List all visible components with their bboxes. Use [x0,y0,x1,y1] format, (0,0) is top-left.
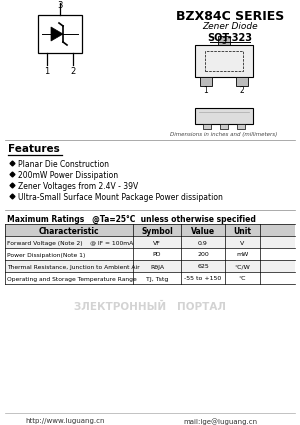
Bar [203,124,211,129]
Text: Forward Voltage (Note 2)    @ IF = 100mA: Forward Voltage (Note 2) @ IF = 100mA [7,241,133,246]
Text: °C/W: °C/W [235,264,250,269]
Text: 625: 625 [197,264,209,269]
Text: Operating and Storage Temperature Range: Operating and Storage Temperature Range [7,277,137,281]
Bar [38,15,82,53]
Text: ЗЛЕКТРОННЫЙ   ПОРТАЛ: ЗЛЕКТРОННЫЙ ПОРТАЛ [74,302,226,312]
Text: 1: 1 [204,85,208,94]
Text: mW: mW [236,252,249,258]
Text: Value: Value [191,227,215,235]
Text: TJ, Tstg: TJ, Tstg [146,277,168,281]
Polygon shape [51,27,63,41]
Text: Symbol: Symbol [141,227,173,235]
Text: Power Dissipation(Note 1): Power Dissipation(Note 1) [7,252,85,258]
Bar [195,108,253,124]
Text: Ultra-Small Surface Mount Package Power dissipation: Ultra-Small Surface Mount Package Power … [18,193,223,202]
Text: Maximum Ratings   @Ta=25°C  unless otherwise specified: Maximum Ratings @Ta=25°C unless otherwis… [7,215,256,224]
Bar [5,236,295,248]
Bar [205,51,243,71]
Text: BZX84C SERIES: BZX84C SERIES [176,10,284,23]
Text: 200mW Power Dissipation: 200mW Power Dissipation [18,171,118,180]
Text: Planar Die Construction: Planar Die Construction [18,160,109,169]
Text: 0.9: 0.9 [198,241,208,246]
Text: Features: Features [8,144,60,154]
Bar [236,77,248,86]
Text: VF: VF [153,241,161,246]
Text: 200: 200 [197,252,209,258]
Text: 2: 2 [70,67,76,76]
Text: Dimensions in inches and (millimeters): Dimensions in inches and (millimeters) [170,132,278,137]
Text: °C: °C [239,277,246,281]
Bar [218,36,230,45]
Bar [220,124,228,129]
Text: SOT-323: SOT-323 [208,33,253,43]
Bar [237,124,245,129]
Text: Thermal Resistance, Junction to Ambient Air: Thermal Resistance, Junction to Ambient … [7,264,140,269]
Bar [5,224,295,236]
Bar [5,248,295,260]
Text: 1: 1 [44,67,50,76]
Text: Characteristic: Characteristic [39,227,99,235]
Text: -55 to +150: -55 to +150 [184,277,222,281]
Text: 3: 3 [57,1,63,10]
Text: PD: PD [153,252,161,258]
Bar [5,260,295,272]
Text: mail:lge@luguang.cn: mail:lge@luguang.cn [183,418,257,425]
Text: Unit: Unit [233,227,251,235]
Text: Zener Diode: Zener Diode [202,22,258,31]
Bar [195,45,253,77]
Bar [5,272,295,284]
Text: http://www.luguang.cn: http://www.luguang.cn [25,418,105,424]
Text: 2: 2 [240,85,244,94]
Text: 3: 3 [222,37,226,45]
Text: Zener Voltages from 2.4V - 39V: Zener Voltages from 2.4V - 39V [18,182,138,191]
Bar [200,77,212,86]
Text: RθJA: RθJA [150,264,164,269]
Text: V: V [240,241,244,246]
